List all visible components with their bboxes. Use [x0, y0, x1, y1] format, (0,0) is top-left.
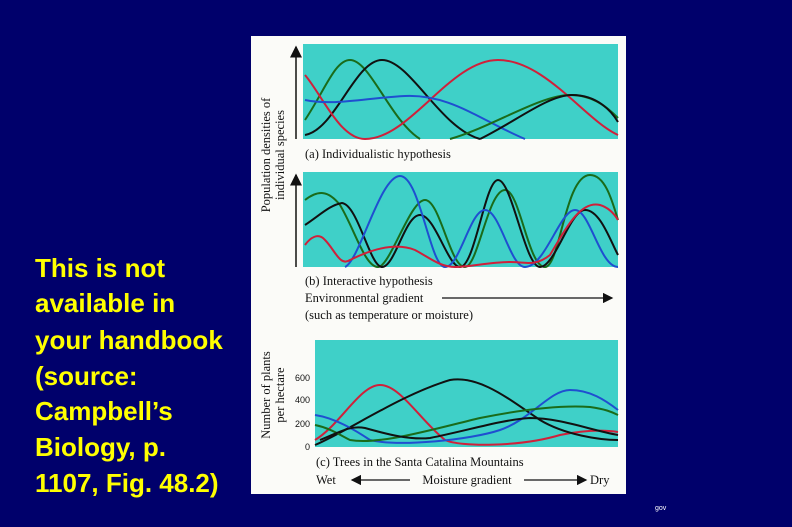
panel-caption: (c) Trees in the Santa Catalina Mountain…	[316, 455, 524, 469]
moisture-label: Moisture gradient	[422, 473, 512, 487]
side-text: This is not available in your handbook (…	[35, 253, 223, 498]
text-line: 1107, Fig. 48.2)	[35, 468, 219, 498]
curve	[304, 178, 619, 269]
panel	[303, 172, 618, 267]
panel	[315, 340, 618, 447]
curve	[304, 173, 619, 269]
gradient-note: (such as temperature or moisture)	[305, 308, 473, 322]
wet-label: Wet	[316, 473, 336, 487]
curve	[304, 58, 481, 140]
curve	[344, 174, 619, 269]
gradient-label: Environmental gradient	[305, 291, 424, 305]
panel-caption: (a) Individualistic hypothesis	[305, 147, 451, 161]
footer: gov	[655, 505, 667, 512]
axis-label: individual species	[273, 110, 287, 200]
panel-caption: (b) Interactive hypothesis	[305, 274, 433, 288]
tick-label: 0	[305, 442, 310, 452]
tick-label: 600	[295, 373, 310, 383]
text-line: (source:	[35, 361, 138, 391]
curve	[319, 416, 619, 441]
text-line: Campbell’s	[35, 396, 173, 426]
curve	[304, 94, 526, 140]
curves	[314, 378, 619, 446]
curve	[304, 203, 619, 269]
text-line: your handbook	[35, 325, 223, 355]
text-line: available in	[35, 288, 175, 318]
panel	[303, 44, 618, 139]
curve	[314, 378, 619, 446]
curve	[314, 388, 619, 444]
dry-label: Dry	[590, 473, 610, 487]
axis-label: Population densities of	[259, 97, 273, 212]
figure: (a) Individualistic hypothesis Populatio…	[251, 36, 626, 494]
axis-label: Number of plants	[259, 351, 273, 439]
axis-label: per hectare	[273, 367, 287, 423]
curve	[479, 93, 619, 140]
text-line: This is not	[35, 253, 165, 283]
text-line: Biology, p.	[35, 432, 166, 462]
tick-label: 200	[295, 419, 310, 429]
tick-label: 400	[295, 395, 310, 405]
curves	[304, 58, 619, 141]
curves	[304, 173, 619, 269]
curve	[304, 58, 421, 140]
curve	[314, 405, 619, 442]
